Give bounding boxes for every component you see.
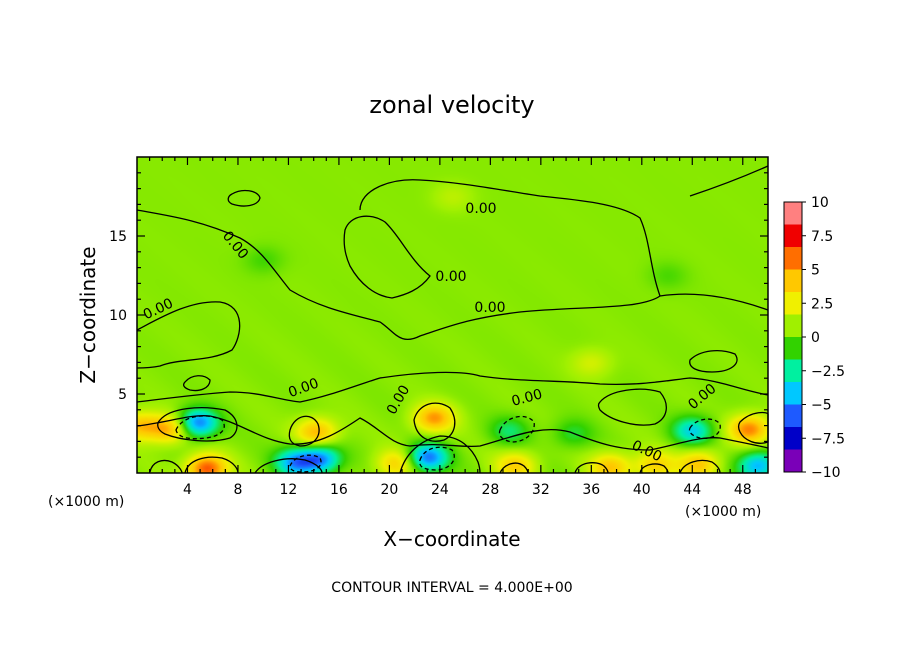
y-tick-label: 10	[109, 308, 127, 324]
contour-line	[413, 402, 456, 442]
contour-line	[498, 415, 535, 443]
colorbar-cell	[784, 247, 802, 270]
contour-line	[688, 418, 721, 440]
x-tick-labels: 4 8 12 16 20 24 28 32 36 40 44 48	[183, 482, 752, 498]
x-tick-label: 20	[380, 482, 398, 498]
y-unit-label: (×1000 m)	[48, 494, 124, 510]
contour-line	[639, 463, 669, 474]
x-unit-label: (×1000 m)	[685, 504, 761, 520]
axis-ticks	[137, 157, 768, 473]
x-tick-label: 40	[633, 482, 651, 498]
contour-line	[399, 435, 481, 474]
contour-line	[157, 407, 238, 442]
y-tick-label: 5	[118, 387, 127, 403]
colorbar-tick-label: −10	[811, 465, 841, 481]
colorbar-tick-label: 5	[811, 263, 820, 279]
contour-line	[343, 215, 431, 299]
contour-label: 0.00	[465, 201, 496, 217]
colorbar-tick-label: 10	[811, 195, 829, 211]
contour-interval-note: CONTOUR INTERVAL = 4.000E+00	[331, 580, 572, 596]
x-axis-label: X−coordinate	[383, 527, 520, 551]
contour-line	[689, 165, 769, 197]
plot-area: 0.000.000.000.000.000.00 0.00 0.000.000.00	[136, 156, 769, 474]
colorbar-cell	[784, 359, 802, 383]
colorbar-tick-label: −5	[811, 398, 832, 414]
contour-line	[419, 446, 455, 471]
contour-label: 0.00	[435, 269, 466, 285]
contour-label: 0.00	[510, 386, 544, 410]
contour-line	[184, 456, 239, 474]
x-tick-label: 28	[481, 482, 499, 498]
colorbar-cell	[784, 269, 802, 293]
colorbar-tick-label: 2.5	[811, 296, 833, 312]
contour-line	[679, 459, 721, 474]
y-axis-label: Z−coordinate	[76, 246, 100, 383]
colorbar-cells	[784, 202, 802, 473]
chart-title: zonal velocity	[369, 91, 534, 119]
colorbar-cell	[784, 314, 802, 338]
contour-line	[136, 301, 241, 369]
x-tick-label: 16	[330, 482, 348, 498]
colorbar-cell	[784, 382, 802, 405]
contour-line	[359, 179, 661, 297]
contour-line	[254, 458, 323, 474]
y-tick-label: 15	[109, 229, 127, 245]
x-tick-label: 48	[734, 482, 752, 498]
y-tick-labels: 5 10 15	[109, 229, 127, 403]
colorbar-cell	[784, 449, 802, 473]
contour-line	[288, 415, 320, 447]
colorbar-cell	[784, 404, 802, 428]
colorbar-cell	[784, 292, 802, 315]
colorbar-tick-label: −7.5	[811, 431, 845, 447]
x-tick-label: 36	[582, 482, 600, 498]
colorbar-cell	[784, 202, 802, 225]
velocity-field	[137, 157, 768, 473]
contour-line	[136, 371, 769, 403]
contour-line	[227, 189, 261, 207]
colorbar-cell	[784, 337, 802, 360]
colorbar-tick-label: −2.5	[811, 364, 845, 380]
contour-line	[574, 462, 609, 474]
colorbar-tick-labels: 10 7.5 5 2.5 0 −2.5 −5 −7.5 −10	[802, 195, 845, 481]
colorbar-tick-label: 7.5	[811, 229, 833, 245]
x-tick-label: 24	[431, 482, 449, 498]
x-tick-label: 12	[280, 482, 298, 498]
contour-line	[597, 388, 667, 426]
x-tick-label: 32	[532, 482, 550, 498]
x-tick-label: 8	[233, 482, 242, 498]
colorbar-tick-label: 0	[811, 330, 820, 346]
contour-line	[136, 209, 769, 341]
contour-line	[689, 349, 738, 373]
contour-line	[136, 415, 769, 451]
colorbar-cell	[784, 427, 802, 450]
contour-label: 0.00	[474, 300, 505, 316]
contour-line	[737, 411, 769, 444]
colorbar: 10 7.5 5 2.5 0 −2.5 −5 −7.5 −10	[783, 195, 845, 481]
contour-line	[149, 459, 183, 474]
contour-line	[183, 375, 211, 392]
contour-line	[289, 454, 322, 473]
colorbar-cell	[784, 224, 802, 248]
x-tick-label: 44	[683, 482, 701, 498]
x-tick-label: 4	[183, 482, 192, 498]
contour-line	[175, 415, 225, 440]
